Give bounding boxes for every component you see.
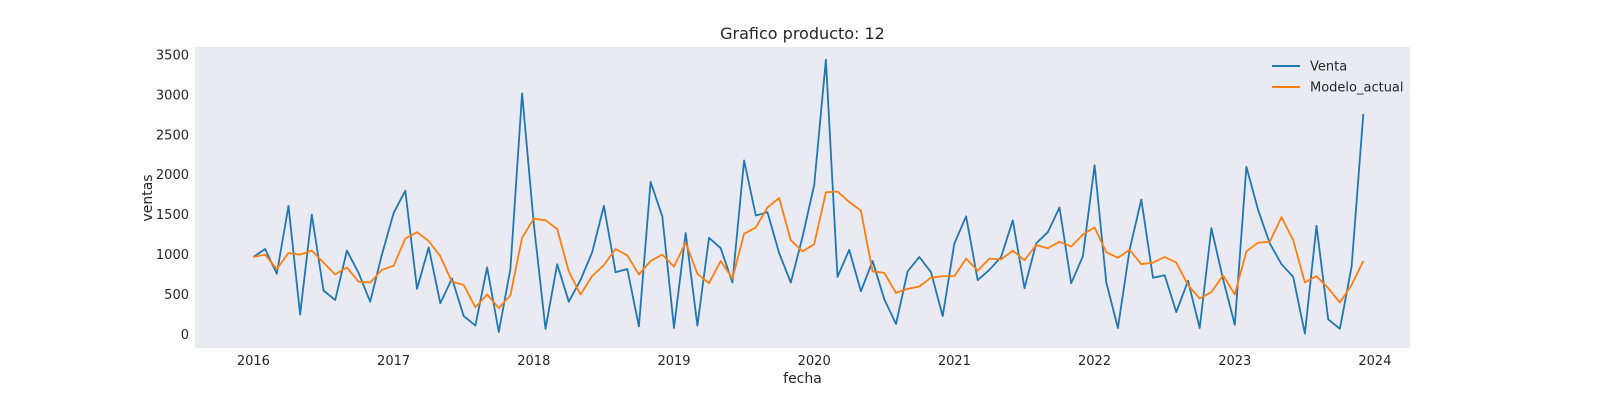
x-tick-label: 2016 (237, 354, 270, 369)
y-tick-label: 3500 (156, 48, 189, 63)
y-tick-label: 3000 (156, 88, 189, 103)
y-tick-label: 0 (181, 328, 189, 343)
chart-title: Grafico producto: 12 (720, 24, 885, 43)
y-tick-label: 1000 (156, 248, 189, 263)
x-tick-label: 2023 (1218, 354, 1251, 369)
y-tick-label: 500 (164, 288, 189, 303)
x-tick-label: 2019 (657, 354, 690, 369)
x-tick-label: 2017 (377, 354, 410, 369)
y-tick-label: 2000 (156, 168, 189, 183)
x-axis-label: fecha (783, 371, 822, 387)
x-tick-label: 2018 (517, 354, 550, 369)
x-tick-label: 2024 (1358, 354, 1391, 369)
legend-label: Venta (1310, 60, 1347, 75)
legend-label: Modelo_actual (1310, 81, 1404, 96)
y-tick-label: 2500 (156, 128, 189, 143)
x-axis-ticks: 2016 2017 2018 2019 2020 2021 2022 2023 2024 (237, 354, 1392, 369)
series-layer (252, 58, 1365, 335)
y-axis-ticks: 0 500 1000 1500 2000 2500 3000 3500 (156, 48, 189, 342)
x-tick-label: 2022 (1078, 354, 1111, 369)
y-tick-label: 1500 (156, 208, 189, 223)
plot-area (195, 47, 1410, 348)
series-line-venta (252, 58, 1365, 335)
series-line-modelo-actual (253, 190, 1365, 310)
y-axis-label: ventas (140, 174, 156, 221)
legend: Venta Modelo_actual (1272, 60, 1404, 96)
x-tick-label: 2020 (798, 354, 831, 369)
x-tick-label: 2021 (938, 354, 971, 369)
